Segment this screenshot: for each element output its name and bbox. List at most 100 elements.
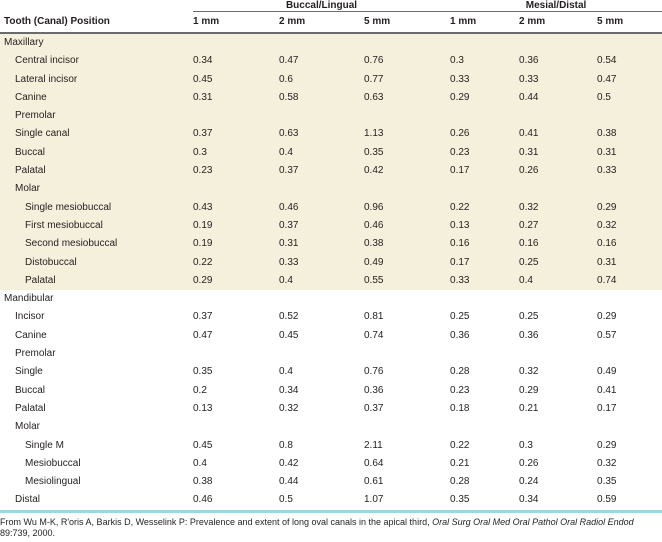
table-cell: 0.35: [364, 143, 451, 163]
table-cell: 0.47: [597, 70, 662, 89]
table-row: Palatal 0.23 0.37 0.42 0.17 0.26 0.33: [0, 162, 662, 181]
table-cell: 0.31: [597, 143, 662, 163]
row-label: Mesiolingual: [25, 476, 81, 488]
col-header: 2 mm: [519, 16, 546, 27]
table-cell: 0.2: [193, 384, 207, 396]
data-table: Buccal/Lingual Mesial/Distal Tooth (Cana…: [0, 0, 662, 513]
table-cell: 0.3: [193, 143, 279, 163]
table-cell: 0.34: [279, 384, 299, 396]
table-cell: [450, 345, 519, 363]
table-cell: 0.37: [279, 162, 364, 181]
table-cell: 0.35: [597, 476, 617, 488]
table-cell: 0.42: [364, 162, 451, 181]
table-row: Mesiobuccal 0.4 0.42 0.64 0.21 0.26 0.32: [0, 455, 662, 473]
row-label: Single M: [25, 439, 64, 451]
group-header-buccal-lingual: Buccal/Lingual: [193, 0, 451, 12]
table-cell: 0.33: [450, 271, 520, 291]
row-label: Mandibular: [4, 293, 54, 305]
col-header: 2 mm: [279, 16, 306, 27]
table-cell: 0.36: [519, 52, 598, 71]
row-label: Premolar: [0, 107, 193, 126]
table-cell: 0.29: [450, 88, 520, 108]
table-cell: 0.21: [450, 457, 470, 469]
table-cell: [279, 107, 364, 126]
row-label: Palatal: [0, 271, 193, 291]
table-cell: 0.31: [279, 235, 364, 254]
table-cell: [193, 345, 279, 363]
table-row: Palatal 0.13 0.32 0.37 0.18 0.21 0.17: [0, 400, 662, 418]
table-cell: 0.24: [519, 476, 539, 488]
table-cell: 0.32: [279, 402, 299, 414]
table-cell: 0.45: [193, 70, 279, 89]
row-label: Palatal: [15, 402, 46, 414]
table-row: Single 0.35 0.4 0.76 0.28 0.32 0.49: [0, 363, 662, 381]
table-cell: 0.34: [519, 491, 598, 513]
table-cell: 0.31: [597, 253, 662, 272]
table-cell: 0.44: [279, 476, 299, 488]
table-cell: 0.37: [193, 311, 213, 323]
table-cell: 0.63: [364, 88, 451, 108]
table-row: Lateral incisor 0.45 0.6 0.77 0.33 0.33 0.47: [0, 70, 662, 89]
table-row: Mesiolingual 0.38 0.44 0.61 0.28 0.24 0.35: [0, 473, 662, 491]
table-cell: 0.17: [597, 402, 617, 414]
table-cell: 0.25: [519, 253, 598, 272]
table-cell: 0.61: [364, 476, 384, 488]
row-label: Second mesiobuccal: [0, 235, 193, 254]
table-cell: 0.33: [450, 70, 520, 89]
row-label: Premolar: [15, 348, 56, 360]
table-row: Molar: [0, 180, 662, 199]
table-cell: [450, 33, 520, 53]
table-cell: [519, 33, 598, 53]
table-cell: 0.19: [193, 235, 279, 254]
table-row: Second mesiobuccal 0.19 0.31 0.38 0.16 0.16 0.…: [0, 235, 662, 254]
table-cell: 0.29: [519, 384, 539, 396]
table-row: Buccal 0.2 0.34 0.36 0.23 0.29 0.41: [0, 382, 662, 400]
table-cell: 0.22: [193, 253, 279, 272]
table-cell: 0.46: [193, 491, 279, 513]
table-cell: [193, 418, 279, 436]
table-cell: 0.29: [597, 198, 662, 217]
table-cell: 0.32: [597, 216, 662, 236]
table-cell: 0.49: [364, 253, 451, 272]
table-cell: [364, 107, 451, 126]
table-cell: 0.38: [364, 235, 451, 254]
table-cell: 0.23: [450, 143, 520, 163]
table-cell: 0.16: [597, 235, 662, 254]
table-row: Single canal 0.37 0.63 1.13 0.26 0.41 0.38: [0, 125, 662, 144]
table-cell: 0.26: [519, 162, 598, 181]
table-cell: 0.5: [597, 88, 662, 108]
table-cell: 0.76: [364, 52, 451, 71]
table-cell: 0.45: [193, 439, 213, 451]
row-label: Maxillary: [0, 33, 193, 53]
table-cell: 0.26: [519, 457, 539, 469]
row-label: First mesiobuccal: [0, 216, 193, 236]
table-cell: 0.47: [193, 329, 213, 341]
table-cell: [519, 290, 597, 308]
table-cell: 0.36: [450, 329, 470, 341]
table-cell: [279, 418, 364, 436]
table-row: Distal 0.46 0.5 1.07 0.35 0.34 0.59: [0, 491, 662, 513]
table-cell: 0.96: [364, 198, 451, 217]
table-cell: 0.46: [279, 198, 364, 217]
source-note: From Wu M-K, R'oris A, Barkis D, Wesseli…: [0, 517, 634, 538]
table-cell: 0.52: [279, 311, 299, 323]
table-cell: 0.64: [364, 457, 384, 469]
table-cell: 0.22: [450, 198, 520, 217]
table-cell: 0.41: [519, 125, 598, 144]
table-cell: 0.4: [279, 143, 364, 163]
table-cell: 0.43: [193, 198, 279, 217]
row-label: Molar: [0, 180, 193, 199]
table-row: Single mesiobuccal 0.43 0.46 0.96 0.22 0.32 0.…: [0, 198, 662, 217]
table-cell: 0.33: [597, 162, 662, 181]
table-cell: 0.4: [193, 457, 207, 469]
table-row: Mandibular: [0, 290, 662, 308]
table-cell: 0.58: [279, 88, 364, 108]
table-cell: 0.23: [450, 384, 470, 396]
table-cell: 0.26: [450, 125, 520, 144]
table-row: Molar: [0, 418, 662, 436]
row-label: Mesiobuccal: [25, 457, 81, 469]
table-cell: 0.29: [597, 439, 617, 451]
row-label: Buccal: [0, 143, 193, 163]
table-cell: 0.5: [279, 491, 364, 513]
table-cell: [597, 345, 662, 363]
